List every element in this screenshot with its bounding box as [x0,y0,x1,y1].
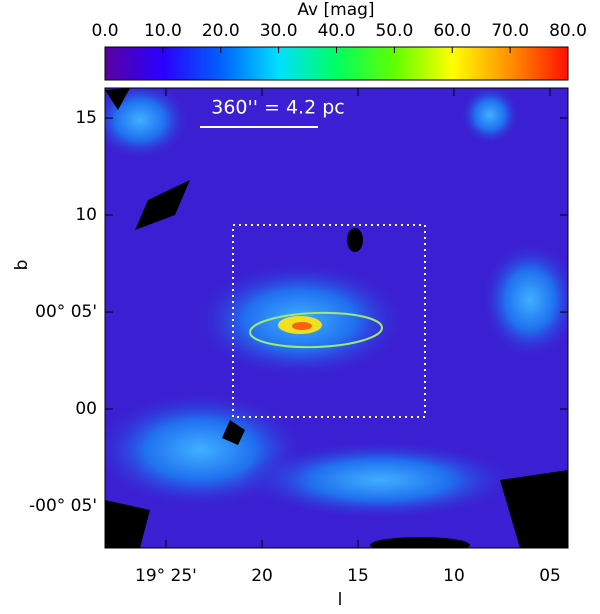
plot-frame [104,87,569,549]
map-image [105,88,568,548]
y-tick-label: 10 [75,205,97,225]
y-axis-label: b [12,260,32,271]
colorbar-tick-label: 10.0 [144,21,182,41]
colorbar-tick-label: 40.0 [318,21,356,41]
x-tick-label: 10 [443,566,465,586]
y-tick-label: 15 [75,108,97,128]
ellipse-region [249,311,383,349]
colorbar-tick-label: 20.0 [202,21,240,41]
colorbar-tick-label: 60.0 [433,21,471,41]
colorbar-tick-label: 80.0 [549,21,587,41]
zoom-box [232,224,426,418]
scale-label: 360'' = 4.2 pc [211,97,344,119]
y-tick-label: -00° 05' [29,496,97,516]
colorbar-tick-label: 30.0 [260,21,298,41]
colorbar-label: Av [mag] [297,0,374,20]
x-tick-label: 20 [251,566,273,586]
x-tick-label: 05 [539,566,561,586]
x-tick-label: 15 [347,566,369,586]
colorbar-tick-label: 50.0 [375,21,413,41]
colorbar-tick-label: 70.0 [491,21,529,41]
y-tick-label: 00° 05' [35,302,97,322]
x-tick-label: 19° 25' [135,566,197,586]
y-tick-label: 00 [75,399,97,419]
x-axis-label: l [338,590,343,610]
colorbar-tick-label: 0.0 [91,21,118,41]
